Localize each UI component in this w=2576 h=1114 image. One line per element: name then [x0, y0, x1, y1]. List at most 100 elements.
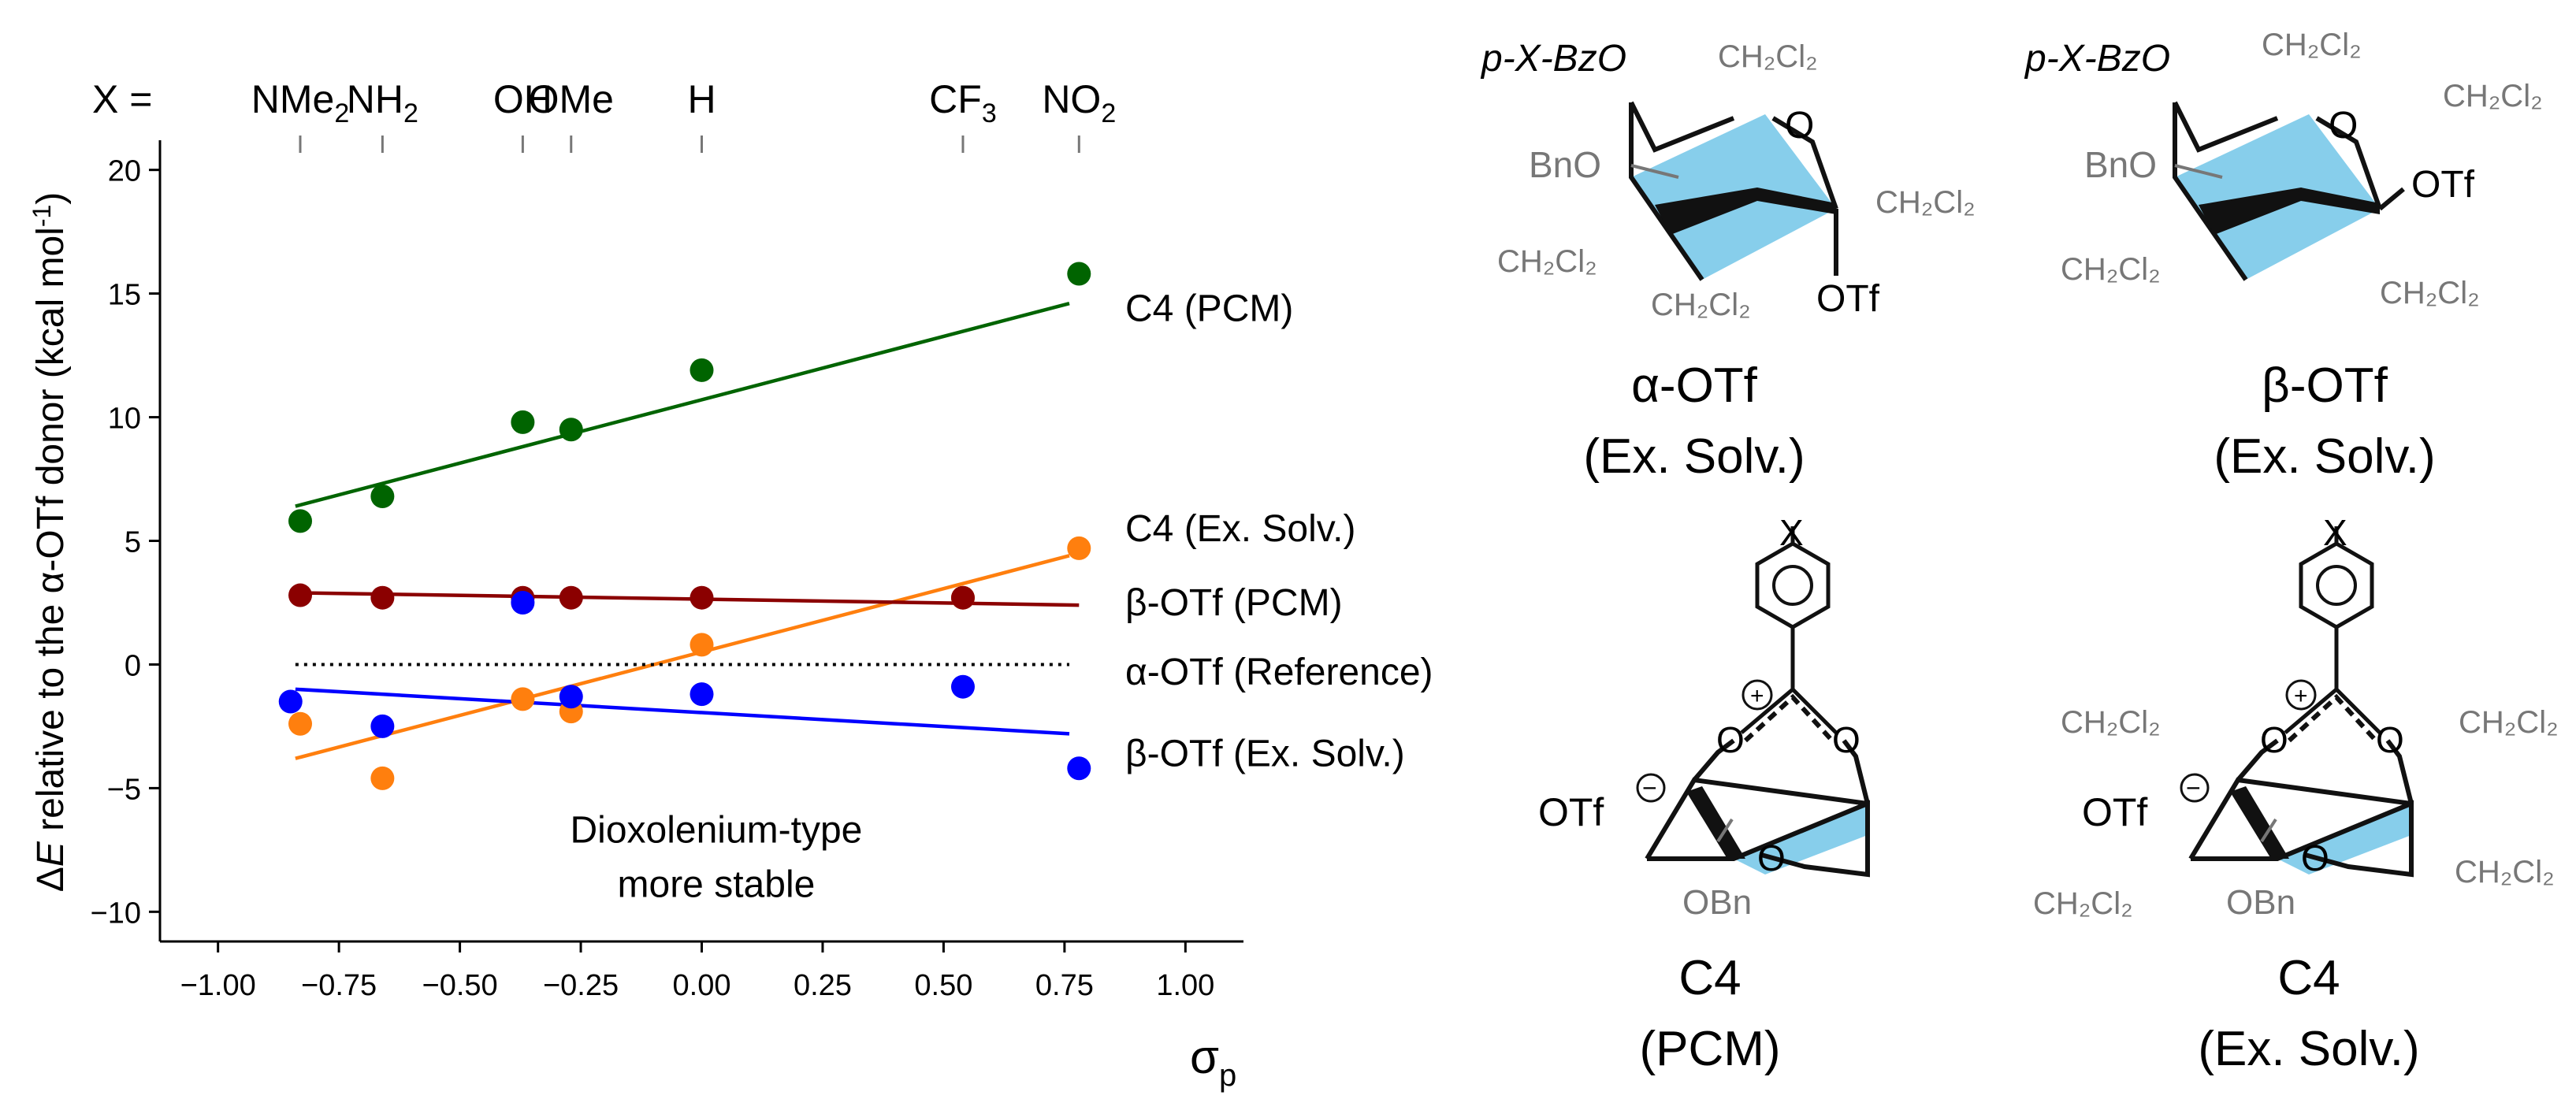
- c4pcm-caption-line-2: (PCM): [1639, 1022, 1780, 1076]
- data-point: [690, 358, 714, 382]
- series-labels: C4 (PCM) C4 (Ex. Solv.) β-OTf (PCM) α-OTf (…: [1125, 288, 1433, 774]
- data-point: [950, 674, 975, 699]
- x-tick-label: 0.75: [1035, 969, 1094, 1002]
- c4ex-solvent-1: CH₂Cl₂: [2061, 705, 2161, 740]
- c4pcm-triflate: OTf: [1538, 790, 1604, 834]
- fit-line: [295, 591, 1080, 607]
- alpha-protecting-group: p-X-BzO: [1480, 38, 1626, 80]
- beta-protecting-group: p-X-BzO: [2024, 38, 2170, 80]
- x-axis-title: σp: [1190, 1030, 1236, 1093]
- data-point: [370, 485, 395, 508]
- annotation-line-1: Dioxolenium-type: [571, 809, 863, 851]
- structure-c4-pcm: X + O O O OTf − OBn C4 (PCM): [1538, 512, 1868, 1076]
- y-tick-label: 20: [108, 155, 141, 188]
- c4pcm-caption-line-1: C4: [1678, 951, 1741, 1005]
- c4pcm-benzyl-ether: OBn: [1682, 883, 1752, 922]
- beta-solvent-4: CH₂Cl₂: [2380, 276, 2480, 310]
- y-tick-label: 15: [108, 279, 141, 312]
- x-tick-label: 0.50: [914, 969, 972, 1002]
- data-point: [278, 689, 303, 714]
- data-point: [288, 583, 313, 607]
- beta-solvent-2: CH₂Cl₂: [2443, 79, 2543, 113]
- alpha-caption-line-1: α-OTf: [1631, 358, 1758, 413]
- c4pcm-plus-charge: +: [1750, 683, 1764, 709]
- alpha-solvent-1: CH₂Cl₂: [1718, 39, 1818, 74]
- y-tick-label: 10: [108, 403, 141, 436]
- substituent-label: CF3: [929, 77, 997, 128]
- data-point: [511, 590, 535, 615]
- c4pcm-minus-charge: −: [1642, 774, 1657, 802]
- c4ex-solvent-4: CH₂Cl₂: [2455, 855, 2555, 889]
- data-point: [288, 509, 313, 533]
- y-tick-label: 0: [125, 649, 141, 682]
- substituent-label: NO2: [1042, 77, 1116, 128]
- series-label: C4 (Ex. Solv.): [1125, 508, 1356, 550]
- y-axis-ticks: −10 −5 0 5 10 15 20: [91, 155, 160, 930]
- beta-solvent-1: CH₂Cl₂: [2262, 28, 2362, 62]
- substituent-label: OH: [493, 77, 552, 121]
- y-axis-title: ΔE relative to the α-OTf donor (kcal mol…: [28, 192, 72, 893]
- y-tick-label: −10: [91, 897, 141, 930]
- c4ex-oxygen-left: O: [2260, 719, 2288, 760]
- fit-line: [295, 301, 1070, 508]
- x-tick-label: −0.50: [422, 969, 498, 1002]
- beta-solvent-3: CH₂Cl₂: [2061, 252, 2161, 287]
- data-point: [950, 585, 975, 610]
- alpha-triflate: OTf: [1816, 278, 1880, 320]
- x-axis-ticks: −1.00 −0.75 −0.50 −0.25 0.00 0.25 0.50 0.75 1.00: [180, 941, 1214, 1002]
- alpha-ring-oxygen: O: [1785, 105, 1814, 147]
- series-label: β-OTf (Ex. Solv.): [1125, 733, 1405, 774]
- c4ex-benzyl-ether: OBn: [2226, 883, 2295, 922]
- beta-caption-line-1: β-OTf: [2262, 358, 2388, 413]
- substituent-label: H: [687, 77, 716, 121]
- alpha-solvent-2: CH₂Cl₂: [1875, 185, 1976, 220]
- data-point: [559, 585, 583, 610]
- c4pcm-oxygen-left: O: [1716, 719, 1745, 760]
- data-point: [511, 410, 535, 434]
- c4ex-solvent-3: CH₂Cl₂: [2033, 886, 2133, 921]
- c4ex-oxygen-bridge: O: [2301, 837, 2329, 878]
- data-point: [690, 633, 714, 657]
- series-label: β-OTf (PCM): [1125, 582, 1343, 624]
- alpha-solvent-4: CH₂Cl₂: [1651, 288, 1751, 322]
- structure-alpha-otf: p-X-BzO O BnO OTf CH₂Cl₂ CH₂Cl₂ CH₂Cl₂ C…: [1480, 38, 1976, 484]
- structure-beta-otf: p-X-BzO O BnO OTf CH₂Cl₂ CH₂Cl₂ CH₂Cl₂ C…: [2024, 28, 2543, 484]
- annotation-line-2: more stable: [618, 864, 816, 906]
- c4ex-caption-line-2: (Ex. Solv.): [2198, 1022, 2419, 1076]
- data-point: [370, 766, 395, 790]
- data-point: [559, 418, 583, 442]
- c4pcm-oxygen-bridge: O: [1757, 837, 1786, 878]
- data-point: [511, 687, 535, 711]
- alpha-benzyl-ether: BnO: [1529, 144, 1601, 185]
- beta-triflate: OTf: [2411, 164, 2475, 206]
- data-point: [370, 714, 395, 738]
- fit-line: [295, 687, 1070, 736]
- beta-caption-line-2: (Ex. Solv.): [2214, 429, 2435, 484]
- x-tick-label: 0.00: [673, 969, 731, 1002]
- c4ex-minus-charge: −: [2186, 774, 2201, 802]
- data-point: [690, 682, 714, 707]
- c4ex-substituent: X: [2323, 512, 2347, 553]
- c4pcm-oxygen-right: O: [1832, 719, 1860, 760]
- substituent-label: NMe2: [251, 77, 350, 128]
- x-tick-label: 1.00: [1156, 969, 1214, 1002]
- structure-c4-exsolv: X + O O O OTf − OBn CH₂Cl₂ CH₂Cl₂ CH₂Cl₂…: [2033, 512, 2559, 1076]
- x-tick-label: −0.75: [301, 969, 377, 1002]
- fit-line: [295, 554, 1070, 760]
- c4ex-triflate: OTf: [2082, 790, 2147, 834]
- x-tick-label: −1.00: [180, 969, 256, 1002]
- substituent-header: X =: [92, 77, 152, 121]
- data-point: [288, 711, 313, 736]
- alpha-caption-line-2: (Ex. Solv.): [1583, 429, 1805, 484]
- fit-lines: [295, 301, 1080, 760]
- x-tick-label: −0.25: [543, 969, 619, 1002]
- c4pcm-substituent: X: [1779, 512, 1804, 553]
- data-point: [1067, 262, 1091, 286]
- y-tick-label: −5: [107, 773, 141, 806]
- x-tick-label: 0.25: [794, 969, 852, 1002]
- c4ex-plus-charge: +: [2294, 683, 2308, 709]
- y-tick-label: 5: [125, 526, 141, 559]
- data-points: [278, 262, 1091, 790]
